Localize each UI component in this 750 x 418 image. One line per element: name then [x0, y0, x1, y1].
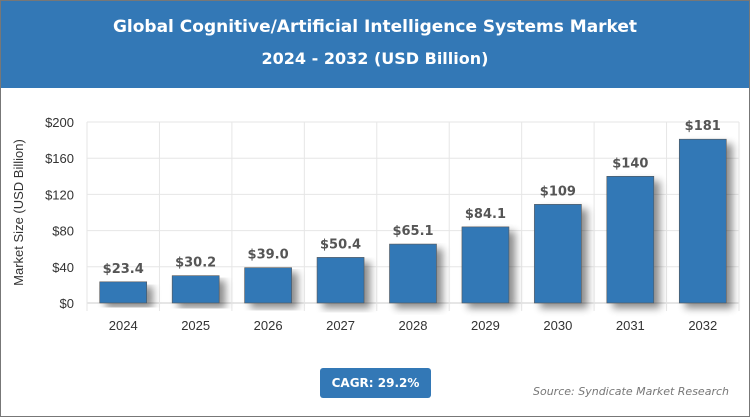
y-tick-label: $0	[60, 296, 74, 311]
bar	[99, 281, 148, 304]
data-label: $30.2	[175, 256, 216, 271]
y-axis-label: Market Size (USD Billion)	[11, 139, 26, 286]
x-tick-label: 2025	[181, 318, 210, 333]
bar	[316, 257, 365, 304]
x-tick-label: 2024	[109, 318, 138, 333]
x-tick-label: 2032	[688, 318, 717, 333]
data-label: $50.4	[320, 237, 361, 252]
bar	[678, 138, 727, 304]
bar	[606, 176, 655, 304]
data-label: $140	[612, 156, 648, 171]
y-tick-label: $80	[52, 224, 74, 239]
x-tick-label: 2029	[471, 318, 500, 333]
x-tick-label: 2030	[543, 318, 572, 333]
source-note: Source: Syndicate Market Research	[533, 385, 729, 398]
data-label: $65.1	[392, 224, 433, 239]
bar	[461, 226, 510, 304]
data-label: $181	[685, 119, 721, 134]
bar	[244, 267, 292, 304]
chart-header: Global Cognitive/Artificial Intelligence…	[1, 1, 749, 88]
x-tick-label: 2031	[616, 318, 645, 333]
cagr-badge: CAGR: 29.2%	[320, 368, 431, 398]
data-label: $109	[540, 184, 576, 199]
x-tick-label: 2027	[326, 318, 355, 333]
bar	[171, 275, 220, 304]
y-tick-label: $200	[45, 115, 74, 130]
data-label: $84.1	[465, 207, 506, 222]
y-tick-label: $160	[45, 151, 74, 166]
x-tick-label: 2026	[254, 318, 283, 333]
data-label: $39.0	[248, 248, 289, 263]
chart-title: Global Cognitive/Artificial Intelligence…	[112, 17, 638, 37]
bar	[389, 243, 437, 304]
data-label: $23.4	[103, 262, 144, 277]
y-tick-label: $40	[52, 260, 74, 275]
x-tick-label: 2028	[399, 318, 428, 333]
y-tick-label: $120	[45, 187, 74, 202]
chart-subtitle: 2024 - 2032 (USD Billion)	[261, 49, 489, 68]
bar	[534, 204, 582, 304]
